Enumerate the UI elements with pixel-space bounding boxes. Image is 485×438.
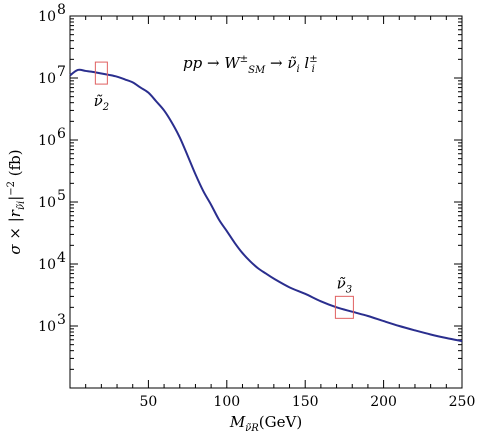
y-tick-exponent: 4 xyxy=(57,250,66,266)
y-tick-exponent: 6 xyxy=(57,126,66,142)
y-tick-exponent: 8 xyxy=(57,2,66,18)
chart-annotation: pp → W±SM → ν̃i l± i xyxy=(183,54,318,76)
marker-layer: ν̃2 ν̃3 xyxy=(94,61,354,319)
x-tick-label: 150 xyxy=(292,394,319,410)
series-layer xyxy=(69,68,463,343)
y-tick-exponent: 3 xyxy=(57,312,66,328)
y-tick-label: 10 xyxy=(38,71,56,87)
marker-box xyxy=(334,295,354,319)
y-tick-label: 10 xyxy=(38,133,56,149)
x-tick-label: 100 xyxy=(213,394,240,410)
y-tick-label: 10 xyxy=(38,195,56,211)
x-tick-label: 200 xyxy=(370,394,397,410)
y-tick-exponent: 5 xyxy=(57,188,66,204)
marker-label: ν̃3 xyxy=(337,274,353,295)
series-line xyxy=(69,68,463,343)
y-tick-label: 10 xyxy=(38,257,56,273)
marker-label: ν̃2 xyxy=(94,92,110,113)
x-axis-label: Mν̃R(GeV) xyxy=(229,413,302,434)
x-tick-label: 50 xyxy=(139,394,157,410)
y-tick-label: 10 xyxy=(38,9,56,25)
y-axis-label: σ × |rν̃i|−2 (fb) xyxy=(6,149,27,254)
marker-box xyxy=(94,61,108,85)
y-tick-label: 10 xyxy=(38,319,56,335)
x-ticks: 50 100 150 200 250 xyxy=(85,16,476,410)
y-tick-exponent: 7 xyxy=(57,64,66,80)
x-tick-label: 250 xyxy=(449,394,476,410)
